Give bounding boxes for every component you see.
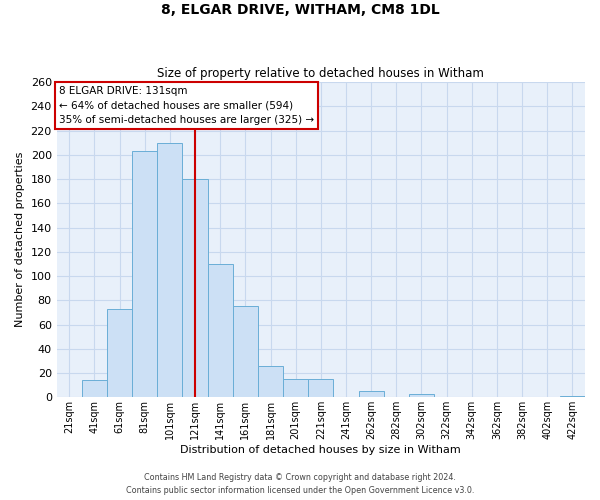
Bar [560,396,585,398]
Bar [283,379,308,398]
Text: 8, ELGAR DRIVE, WITHAM, CM8 1DL: 8, ELGAR DRIVE, WITHAM, CM8 1DL [161,2,439,16]
Bar [409,394,434,398]
Bar [258,366,283,398]
Bar [107,309,132,398]
Bar [359,391,384,398]
Text: Contains HM Land Registry data © Crown copyright and database right 2024.
Contai: Contains HM Land Registry data © Crown c… [126,474,474,495]
Bar [157,142,182,398]
Bar [233,306,258,398]
Title: Size of property relative to detached houses in Witham: Size of property relative to detached ho… [157,66,484,80]
Bar [182,179,208,398]
Bar [308,379,334,398]
Bar [82,380,107,398]
X-axis label: Distribution of detached houses by size in Witham: Distribution of detached houses by size … [181,445,461,455]
Text: 8 ELGAR DRIVE: 131sqm
← 64% of detached houses are smaller (594)
35% of semi-det: 8 ELGAR DRIVE: 131sqm ← 64% of detached … [59,86,314,126]
Y-axis label: Number of detached properties: Number of detached properties [15,152,25,328]
Bar [132,151,157,398]
Bar [208,264,233,398]
